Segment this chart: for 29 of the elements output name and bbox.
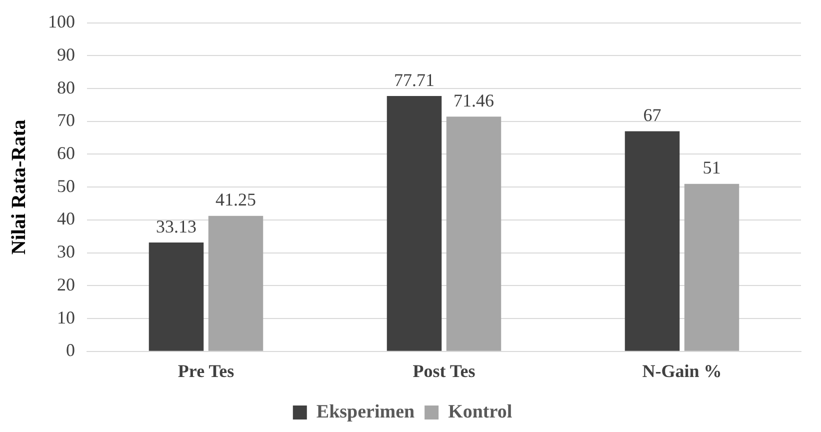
y-axis-title: Nilai Rata-Rata — [8, 120, 30, 255]
legend-label: Kontrol — [448, 401, 512, 422]
bar — [148, 242, 204, 351]
y-tick-label: 60 — [57, 142, 75, 163]
x-tick-label: Pre Tes — [178, 360, 234, 381]
data-label: 67 — [643, 104, 662, 125]
x-tick-label: N-Gain % — [642, 360, 722, 381]
y-tick-label: 30 — [57, 242, 75, 262]
bar — [684, 184, 740, 351]
data-label: 77.71 — [394, 70, 434, 90]
legend-label: Eksperimen — [316, 401, 415, 422]
y-tick-label: 20 — [57, 274, 75, 294]
y-tick-label: 10 — [57, 307, 75, 328]
bar — [446, 116, 502, 351]
x-tick-label: Post Tes — [412, 360, 476, 381]
bar — [208, 216, 264, 351]
y-tick-label: 70 — [57, 110, 75, 130]
data-label: 71.46 — [454, 90, 494, 110]
y-tick-label: 100 — [48, 12, 75, 32]
bar — [624, 131, 680, 351]
y-tick-label: 90 — [57, 44, 75, 64]
data-label: 51 — [702, 158, 721, 178]
data-label: 41.25 — [216, 190, 256, 210]
y-tick-label: 50 — [57, 176, 75, 196]
bar — [386, 96, 442, 351]
data-label: 33.13 — [156, 216, 196, 236]
y-tick-label: 40 — [57, 208, 75, 229]
y-tick-label: 80 — [57, 77, 75, 98]
y-tick-label: 0 — [66, 340, 75, 360]
